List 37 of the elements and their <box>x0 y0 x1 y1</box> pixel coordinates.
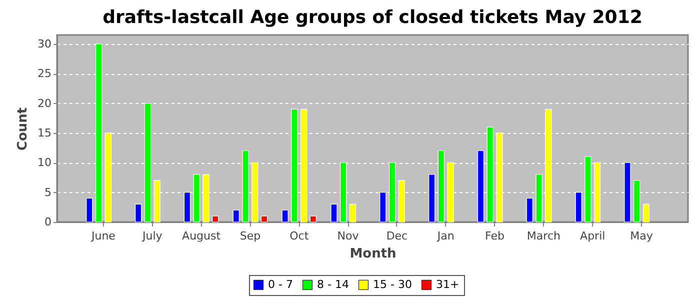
x-tick-label: May <box>630 230 654 242</box>
x-tick-label: August <box>182 230 222 242</box>
x-tick-label: Dec <box>386 230 408 242</box>
legend-label: 0 - 7 <box>268 278 293 291</box>
y-tick-label: 10 <box>38 156 52 170</box>
y-tick-label: 15 <box>38 126 52 140</box>
y-tick-label: 25 <box>38 67 52 80</box>
x-tick-label: Jan <box>436 230 454 242</box>
y-axis-title: Count <box>16 107 31 151</box>
x-axis-title: Month <box>350 246 396 262</box>
bar <box>282 210 288 222</box>
bar <box>330 204 338 222</box>
x-tick-label: June <box>90 230 116 242</box>
x-tick-label: Feb <box>485 230 505 242</box>
x-tick-label: April <box>580 230 606 242</box>
legend-label: 31+ <box>436 278 460 291</box>
bar <box>349 204 356 222</box>
x-tick-label: March <box>526 230 560 242</box>
x-tick-label: July <box>141 230 163 242</box>
y-tick-label: 30 <box>38 37 52 50</box>
chart-title: drafts-lastcall Age groups of closed tickets May 2012 <box>102 7 642 28</box>
y-tick-label: 5 <box>44 186 52 199</box>
x-tick-label: Oct <box>290 230 310 242</box>
bar <box>212 216 219 222</box>
bar <box>232 210 240 222</box>
bar <box>310 216 316 222</box>
legend-label: 8 - 14 <box>317 278 349 291</box>
bar <box>135 204 142 222</box>
x-tick-label: Nov <box>337 230 360 242</box>
legend-label: 15 - 30 <box>373 278 412 291</box>
bar <box>642 204 650 222</box>
bar <box>526 198 533 222</box>
x-tick-label: Sep <box>240 230 261 242</box>
y-tick-label: 0 <box>44 216 52 228</box>
bar <box>86 198 93 222</box>
y-tick-label: 20 <box>38 96 52 110</box>
bar <box>260 216 268 222</box>
